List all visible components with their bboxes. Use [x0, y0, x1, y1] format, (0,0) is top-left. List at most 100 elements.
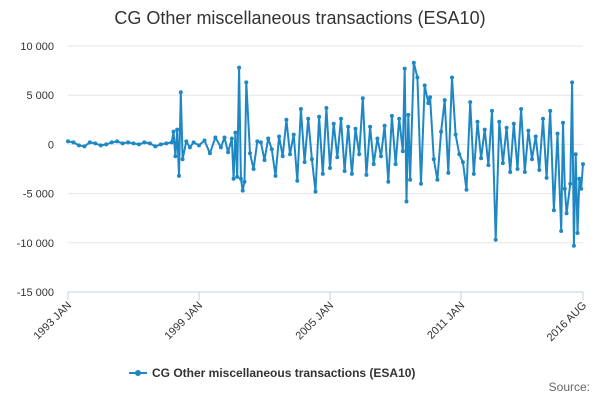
data-point[interactable] [468, 100, 473, 105]
data-point[interactable] [402, 66, 407, 71]
data-point[interactable] [258, 140, 263, 145]
data-point[interactable] [169, 140, 174, 145]
data-point[interactable] [406, 112, 411, 117]
data-point[interactable] [411, 60, 416, 65]
series-plot[interactable] [66, 60, 585, 248]
data-point[interactable] [533, 134, 538, 139]
data-point[interactable] [171, 129, 176, 134]
data-point[interactable] [328, 166, 332, 170]
data-point[interactable] [568, 181, 573, 186]
data-point[interactable] [511, 121, 516, 126]
data-point[interactable] [233, 130, 238, 135]
data-point[interactable] [504, 125, 509, 130]
data-point[interactable] [486, 163, 491, 168]
data-point[interactable] [460, 160, 465, 165]
data-point[interactable] [397, 116, 402, 121]
data-point[interactable] [471, 171, 476, 176]
data-point[interactable] [197, 143, 201, 148]
data-point[interactable] [191, 140, 196, 145]
data-point[interactable] [147, 141, 152, 146]
data-point[interactable] [371, 162, 376, 167]
data-point[interactable] [244, 80, 249, 85]
data-point[interactable] [288, 152, 292, 157]
data-point[interactable] [317, 114, 322, 119]
data-point[interactable] [251, 167, 256, 171]
data-point[interactable] [66, 139, 70, 144]
data-point[interactable] [313, 189, 318, 194]
data-point[interactable] [177, 173, 181, 178]
series-line[interactable] [67, 61, 584, 247]
data-point[interactable] [360, 96, 365, 101]
data-point[interactable] [269, 147, 274, 152]
data-point[interactable] [164, 141, 169, 146]
data-point[interactable] [302, 160, 307, 165]
data-point[interactable] [173, 154, 178, 159]
data-point[interactable] [537, 168, 542, 172]
data-point[interactable] [298, 107, 303, 111]
legend[interactable]: CG Other miscellaneous transactions (ESA… [129, 366, 415, 380]
data-point[interactable] [231, 176, 236, 181]
data-point[interactable] [544, 175, 549, 180]
data-point[interactable] [255, 139, 260, 144]
data-point[interactable] [284, 117, 289, 122]
data-point[interactable] [497, 119, 502, 124]
data-point[interactable] [238, 176, 243, 181]
data-point[interactable] [515, 167, 520, 171]
data-point[interactable] [571, 243, 576, 248]
data-point[interactable] [431, 157, 436, 162]
data-point[interactable] [573, 152, 578, 157]
data-point[interactable] [237, 65, 242, 70]
data-point[interactable] [273, 173, 278, 178]
data-point[interactable] [404, 199, 409, 204]
data-point[interactable] [324, 106, 329, 110]
data-point[interactable] [120, 141, 125, 146]
data-point[interactable] [561, 120, 565, 125]
data-point[interactable] [226, 150, 231, 155]
data-point[interactable] [213, 135, 218, 140]
data-point[interactable] [242, 179, 247, 184]
data-point[interactable] [222, 135, 227, 140]
data-point[interactable] [248, 151, 252, 156]
data-point[interactable] [291, 132, 296, 137]
data-point[interactable] [76, 143, 81, 148]
data-point[interactable] [262, 158, 267, 163]
data-point[interactable] [346, 124, 351, 129]
data-point[interactable] [562, 186, 567, 191]
data-point[interactable] [266, 136, 271, 141]
data-point[interactable] [530, 157, 534, 162]
data-point[interactable] [158, 142, 163, 147]
data-point[interactable] [555, 131, 560, 136]
data-point[interactable] [415, 75, 420, 80]
data-point[interactable] [428, 95, 433, 100]
data-point[interactable] [342, 169, 347, 173]
data-point[interactable] [104, 142, 109, 147]
data-point[interactable] [142, 140, 147, 145]
data-point[interactable] [439, 129, 444, 134]
data-point[interactable] [364, 172, 369, 177]
data-point[interactable] [508, 170, 513, 174]
data-point[interactable] [541, 116, 545, 121]
data-point[interactable] [180, 157, 185, 162]
data-point[interactable] [178, 90, 183, 95]
data-point[interactable] [202, 138, 207, 143]
data-point[interactable] [426, 101, 431, 106]
data-point[interactable] [349, 171, 354, 176]
data-point[interactable] [280, 154, 285, 159]
data-point[interactable] [331, 121, 336, 126]
data-point[interactable] [575, 231, 580, 235]
data-point[interactable] [320, 171, 325, 176]
data-point[interactable] [581, 162, 585, 167]
data-point[interactable] [115, 139, 120, 144]
data-point[interactable] [339, 116, 343, 121]
data-point[interactable] [87, 140, 92, 145]
data-point[interactable] [137, 142, 141, 147]
data-point[interactable] [400, 149, 405, 154]
data-point[interactable] [335, 155, 340, 160]
data-point[interactable] [386, 179, 391, 184]
data-point[interactable] [526, 128, 531, 133]
data-point[interactable] [93, 141, 98, 146]
data-point[interactable] [353, 126, 358, 131]
data-point[interactable] [442, 98, 447, 103]
data-point[interactable] [579, 186, 584, 191]
legend-swatch-marker[interactable] [135, 370, 141, 376]
